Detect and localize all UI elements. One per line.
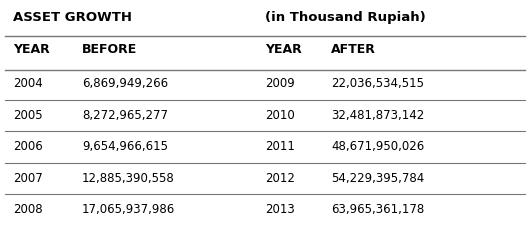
Text: (in Thousand Rupiah): (in Thousand Rupiah) [265, 11, 426, 24]
Text: 63,965,361,178: 63,965,361,178 [331, 203, 425, 216]
Text: BEFORE: BEFORE [82, 43, 137, 56]
Text: 9,654,966,615: 9,654,966,615 [82, 140, 168, 154]
Text: 2005: 2005 [13, 109, 43, 122]
Text: 2009: 2009 [265, 77, 295, 91]
Text: YEAR: YEAR [265, 43, 302, 56]
Text: 2012: 2012 [265, 172, 295, 185]
Text: 2010: 2010 [265, 109, 295, 122]
Text: 2004: 2004 [13, 77, 43, 91]
Text: AFTER: AFTER [331, 43, 376, 56]
Text: 6,869,949,266: 6,869,949,266 [82, 77, 169, 91]
Text: 2013: 2013 [265, 203, 295, 216]
Text: 8,272,965,277: 8,272,965,277 [82, 109, 168, 122]
Text: 2006: 2006 [13, 140, 43, 154]
Text: 48,671,950,026: 48,671,950,026 [331, 140, 425, 154]
Text: YEAR: YEAR [13, 43, 50, 56]
Text: ASSET GROWTH: ASSET GROWTH [13, 11, 132, 24]
Text: 54,229,395,784: 54,229,395,784 [331, 172, 425, 185]
Text: 2008: 2008 [13, 203, 43, 216]
Text: 32,481,873,142: 32,481,873,142 [331, 109, 425, 122]
Text: 2007: 2007 [13, 172, 43, 185]
Text: 17,065,937,986: 17,065,937,986 [82, 203, 175, 216]
Text: 2011: 2011 [265, 140, 295, 154]
Text: 22,036,534,515: 22,036,534,515 [331, 77, 424, 91]
Text: 12,885,390,558: 12,885,390,558 [82, 172, 175, 185]
